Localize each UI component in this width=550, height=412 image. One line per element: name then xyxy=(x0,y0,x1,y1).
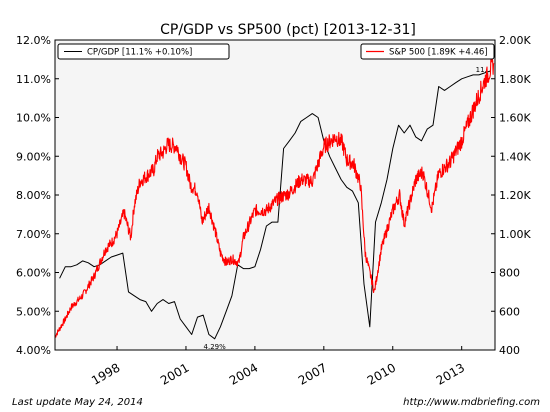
legend-cpgdp-box xyxy=(57,43,230,60)
x-tick-label: 2013 xyxy=(434,360,467,387)
x-tick-label: 2007 xyxy=(296,360,329,387)
y-left-tick-label: 10.0% xyxy=(16,112,51,125)
y-left-tick-label: 7.00% xyxy=(16,228,51,241)
y-left-tick-label: 4.00% xyxy=(16,344,51,357)
x-tick-label: 1998 xyxy=(89,360,122,387)
plot-area xyxy=(55,40,495,350)
legend-cpgdp-label: CP/GDP [11.1% +0.10%] xyxy=(87,48,192,58)
series-line-cpgdp xyxy=(59,70,491,340)
y-left-tick-label: 11.0% xyxy=(16,73,51,86)
y-right-tick-label: 1.80K xyxy=(499,73,531,86)
y-left-tick-label: 6.00% xyxy=(16,267,51,280)
x-tick-label: 2004 xyxy=(227,360,260,387)
series-line-sp500 xyxy=(55,57,495,338)
legend-sp500: S&P 500 [1.89K +4.46] xyxy=(360,43,495,60)
y-right-tick-label: 600 xyxy=(499,305,520,318)
x-tick-label: 2010 xyxy=(365,360,398,387)
y-right-tick-label: 1.40K xyxy=(499,150,531,163)
legend-sp500-box xyxy=(360,43,495,60)
y-left-tick-label: 5.00% xyxy=(16,305,51,318)
annotation-label: 11. xyxy=(476,66,487,74)
y-right-tick-label: 1.60K xyxy=(499,112,531,125)
source-url: http://www.mdbriefing.com xyxy=(403,397,540,408)
chart-title: CP/GDP vs SP500 (pct) [2013-12-31] xyxy=(160,22,416,38)
y-right-tick-label: 1.00K xyxy=(499,228,531,241)
y-right-tick-label: 1.20K xyxy=(499,189,531,202)
legend-sp500-label: S&P 500 [1.89K +4.46] xyxy=(389,48,488,58)
plot-content: 4.29% 11. xyxy=(55,57,495,351)
legend-cpgdp: CP/GDP [11.1% +0.10%] xyxy=(57,43,230,60)
y-right-tick-label: 2.00K xyxy=(499,34,531,47)
y-left-tick-label: 12.0% xyxy=(16,34,51,47)
annotation-label: 4.29% xyxy=(204,343,227,351)
y-right-tick-label: 800 xyxy=(499,267,520,280)
last-update-note: Last update May 24, 2014 xyxy=(12,397,143,408)
x-tick-label: 2001 xyxy=(158,360,191,387)
y-right-tick-label: 400 xyxy=(499,344,520,357)
y-left-tick-label: 8.00% xyxy=(16,189,51,202)
y-left-tick-label: 9.00% xyxy=(16,150,51,163)
